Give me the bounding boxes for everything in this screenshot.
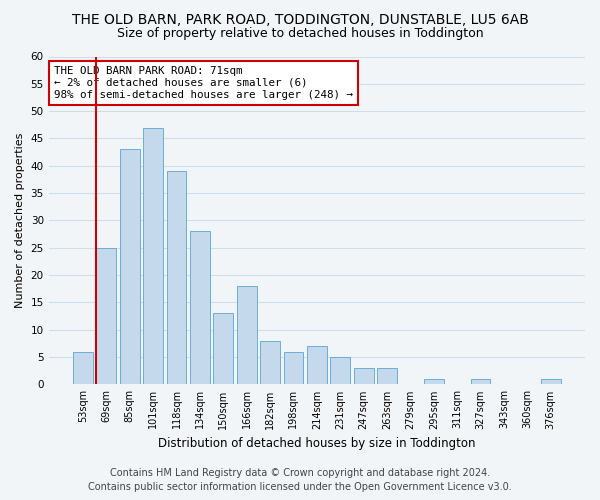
Bar xyxy=(214,314,233,384)
Y-axis label: Number of detached properties: Number of detached properties xyxy=(15,133,25,308)
Text: Contains HM Land Registry data © Crown copyright and database right 2024.
Contai: Contains HM Land Registry data © Crown c… xyxy=(88,468,512,492)
Bar xyxy=(377,368,397,384)
Bar xyxy=(330,357,350,384)
Bar xyxy=(237,286,257,384)
Bar xyxy=(284,352,304,384)
Text: THE OLD BARN PARK ROAD: 71sqm
← 2% of detached houses are smaller (6)
98% of sem: THE OLD BARN PARK ROAD: 71sqm ← 2% of de… xyxy=(54,66,353,100)
Bar xyxy=(97,248,116,384)
Bar xyxy=(120,150,140,384)
Bar xyxy=(167,172,187,384)
Bar xyxy=(190,232,210,384)
Bar xyxy=(307,346,327,385)
X-axis label: Distribution of detached houses by size in Toddington: Distribution of detached houses by size … xyxy=(158,437,476,450)
Bar xyxy=(260,340,280,384)
Bar xyxy=(143,128,163,384)
Bar xyxy=(541,379,560,384)
Bar xyxy=(470,379,490,384)
Bar xyxy=(353,368,374,384)
Text: THE OLD BARN, PARK ROAD, TODDINGTON, DUNSTABLE, LU5 6AB: THE OLD BARN, PARK ROAD, TODDINGTON, DUN… xyxy=(71,12,529,26)
Bar xyxy=(424,379,443,384)
Bar xyxy=(73,352,93,384)
Text: Size of property relative to detached houses in Toddington: Size of property relative to detached ho… xyxy=(116,28,484,40)
